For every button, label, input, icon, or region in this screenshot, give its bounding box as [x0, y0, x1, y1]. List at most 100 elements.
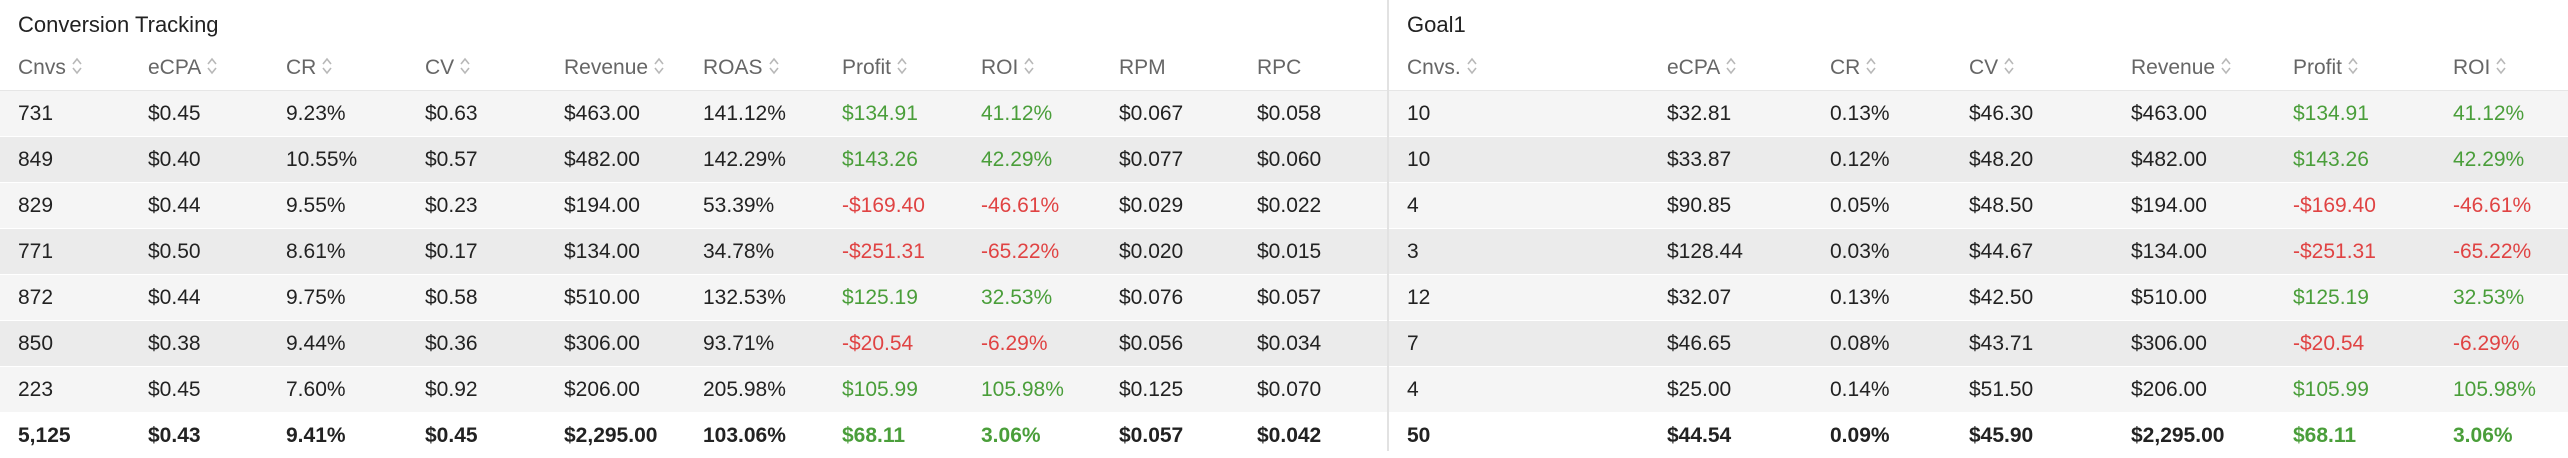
table-cell: -6.29%: [981, 332, 1048, 355]
table-cell: $0.060: [1257, 148, 1322, 171]
column-header-label: ROI: [981, 56, 1019, 79]
sort-icon[interactable]: [460, 56, 470, 76]
table-cell: 41.12%: [981, 102, 1053, 125]
sort-icon[interactable]: [1726, 56, 1736, 76]
table-cell: $194.00: [2131, 194, 2207, 217]
table-cell: 32.53%: [981, 286, 1053, 309]
table-cell: $0.45: [425, 424, 478, 447]
table-cell: 9.44%: [286, 332, 346, 355]
table-cell: $44.54: [1667, 424, 1732, 447]
table-cell: $0.44: [148, 194, 201, 217]
column-header-rpc[interactable]: RPC: [1257, 50, 1301, 90]
table-cell: $42.50: [1969, 286, 2034, 309]
sort-icon[interactable]: [2348, 56, 2358, 76]
table-cell: 0.05%: [1830, 194, 1890, 217]
table-cell: $510.00: [2131, 286, 2207, 309]
sort-icon[interactable]: [2004, 56, 2014, 76]
column-header-label: RPC: [1257, 56, 1302, 79]
column-header-profit[interactable]: Profit: [2293, 50, 2358, 90]
table-cell: 103.06%: [703, 424, 786, 447]
column-header-profit[interactable]: Profit: [842, 50, 907, 90]
table-cell: $0.070: [1257, 378, 1322, 401]
sort-icon[interactable]: [2221, 56, 2231, 76]
table-cell: -$169.40: [2293, 194, 2376, 217]
panel-title: Conversion Tracking: [18, 12, 219, 37]
column-header-label: Profit: [2293, 56, 2343, 79]
table-cell: 4: [1407, 194, 1419, 217]
sort-icon[interactable]: [72, 56, 82, 76]
sort-icon[interactable]: [322, 56, 332, 76]
table-cell: 5,125: [18, 424, 71, 447]
table-cell: $134.00: [564, 240, 640, 263]
column-header-cv[interactable]: CV: [425, 50, 470, 90]
table-cell: $0.056: [1119, 332, 1184, 355]
table-cell: 0.09%: [1830, 424, 1890, 447]
table-cell: $90.85: [1667, 194, 1732, 217]
sort-icon[interactable]: [897, 56, 907, 76]
column-header-cr[interactable]: CR: [286, 50, 332, 90]
column-header-ecpa[interactable]: eCPA: [1667, 50, 1736, 90]
sort-icon[interactable]: [768, 56, 779, 76]
column-header-revenue[interactable]: Revenue: [564, 50, 664, 90]
table-row: 4 $90.85 0.05% $48.50 $194.00 -$169.40 -46.61%: [1389, 183, 2568, 229]
table-cell: 141.12%: [703, 102, 786, 125]
table-cell: 849: [18, 148, 54, 171]
column-header-cv[interactable]: CV: [1969, 50, 2014, 90]
table-cell: $0.077: [1119, 148, 1184, 171]
table-cell: $0.17: [425, 240, 478, 263]
table-cell: $2,295.00: [564, 424, 658, 447]
table-cell: 105.98%: [981, 378, 1064, 401]
table-cell: $306.00: [2131, 332, 2207, 355]
table-cell: $0.50: [148, 240, 201, 263]
column-header-label: CR: [1830, 56, 1861, 79]
column-header-roi[interactable]: ROI: [981, 50, 1034, 90]
column-header-roas[interactable]: ROAS: [703, 50, 779, 90]
sort-icon[interactable]: [1024, 56, 1034, 76]
table-cell: $510.00: [564, 286, 640, 309]
total-row: 50 $44.54 0.09% $45.90 $2,295.00 $68.11 3.06%: [1389, 413, 2568, 458]
column-header-cnvs[interactable]: Cnvs.: [1407, 50, 1477, 90]
table-cell: $482.00: [2131, 148, 2207, 171]
table-cell: $0.45: [148, 102, 201, 125]
table-cell: $0.38: [148, 332, 201, 355]
table-cell: $46.65: [1667, 332, 1732, 355]
table-cell: $105.99: [842, 378, 918, 401]
sort-icon[interactable]: [1467, 56, 1477, 76]
table-cell: 7.60%: [286, 378, 346, 401]
column-header-revenue[interactable]: Revenue: [2131, 50, 2231, 90]
table-cell: $0.58: [425, 286, 478, 309]
column-header-rpm[interactable]: RPM: [1119, 50, 1166, 90]
sort-icon[interactable]: [654, 56, 664, 76]
sort-icon[interactable]: [207, 56, 217, 76]
table-cell: $0.076: [1119, 286, 1184, 309]
table-cell: $32.07: [1667, 286, 1732, 309]
table-cell: 872: [18, 286, 54, 309]
table-cell: 132.53%: [703, 286, 786, 309]
table-cell: $143.26: [2293, 148, 2369, 171]
column-header-label: eCPA: [1667, 56, 1721, 79]
table-cell: $0.57: [425, 148, 478, 171]
column-header-ecpa[interactable]: eCPA: [148, 50, 217, 90]
table-cell: 34.78%: [703, 240, 775, 263]
column-header-cr[interactable]: CR: [1830, 50, 1876, 90]
table-cell: 3.06%: [2453, 424, 2513, 447]
table-cell: 0.13%: [1830, 286, 1890, 309]
table-cell: 0.12%: [1830, 148, 1890, 171]
column-header-roi[interactable]: ROI: [2453, 50, 2506, 90]
table-cell: $134.00: [2131, 240, 2207, 263]
table-cell: $0.042: [1257, 424, 1322, 447]
table-cell: $0.40: [148, 148, 201, 171]
table-cell: 0.08%: [1830, 332, 1890, 355]
sort-icon[interactable]: [1866, 56, 1876, 76]
column-header-cnvs[interactable]: Cnvs: [18, 50, 82, 90]
column-header-label: CV: [425, 56, 455, 79]
table-cell: $194.00: [564, 194, 640, 217]
table-cell: 9.23%: [286, 102, 346, 125]
table-cell: $0.44: [148, 286, 201, 309]
table-cell: $46.30: [1969, 102, 2034, 125]
table-cell: $32.81: [1667, 102, 1732, 125]
column-header-label: Cnvs: [18, 56, 66, 79]
table-cell: $128.44: [1667, 240, 1743, 263]
sort-icon[interactable]: [2496, 56, 2506, 76]
table-cell: 53.39%: [703, 194, 775, 217]
